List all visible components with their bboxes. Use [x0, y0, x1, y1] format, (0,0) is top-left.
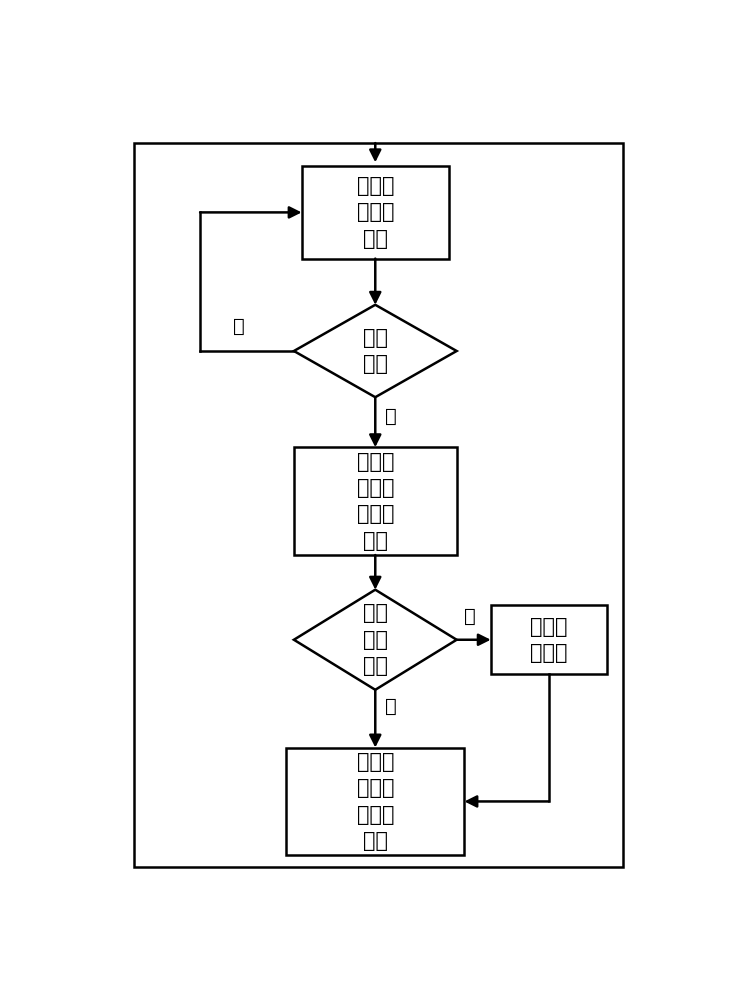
- Text: 运行
数据
正常: 运行 数据 正常: [363, 603, 388, 676]
- Text: 是: 是: [385, 697, 397, 716]
- Text: 向前端
机组发
出控制
指令: 向前端 机组发 出控制 指令: [356, 452, 394, 551]
- Bar: [491, 605, 607, 674]
- Bar: [302, 166, 449, 259]
- Text: 超过
限值: 超过 限值: [363, 328, 388, 374]
- Text: 是: 是: [385, 407, 397, 426]
- Text: 调整指
令参数: 调整指 令参数: [530, 617, 567, 663]
- Text: 否: 否: [233, 317, 245, 336]
- Polygon shape: [294, 590, 457, 690]
- Text: 前端机
组运行
指标: 前端机 组运行 指标: [356, 176, 394, 249]
- Polygon shape: [294, 305, 457, 397]
- Text: 否: 否: [464, 607, 476, 626]
- Text: 向后端
机组发
出控制
指令: 向后端 机组发 出控制 指令: [356, 752, 394, 851]
- Bar: [286, 748, 465, 855]
- Bar: [134, 143, 622, 867]
- Bar: [294, 447, 457, 555]
